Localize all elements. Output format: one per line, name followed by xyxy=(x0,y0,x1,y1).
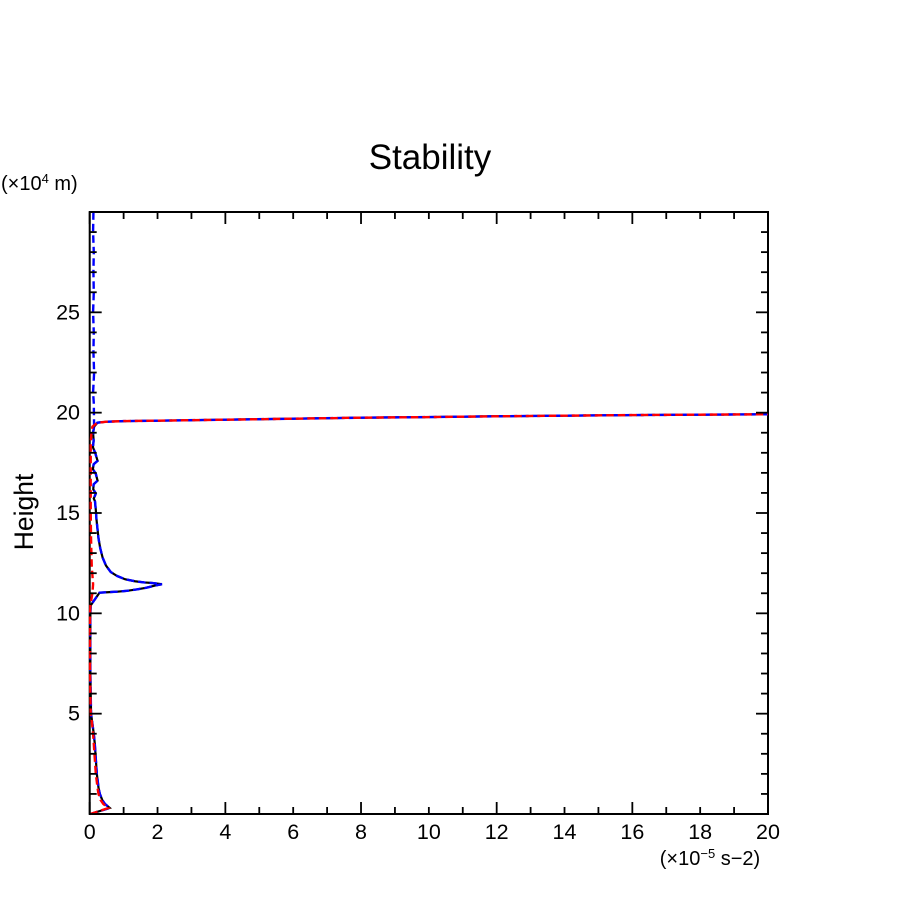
svg-text:6: 6 xyxy=(287,820,299,844)
svg-text:10: 10 xyxy=(56,601,80,625)
svg-text:10: 10 xyxy=(417,820,441,844)
svg-text:2: 2 xyxy=(152,820,164,844)
svg-text:4: 4 xyxy=(219,820,231,844)
svg-text:8: 8 xyxy=(355,820,367,844)
svg-text:0: 0 xyxy=(84,820,96,844)
svg-text:14: 14 xyxy=(553,820,577,844)
svg-text:Stability: Stability xyxy=(369,138,492,177)
svg-text:12: 12 xyxy=(485,820,509,844)
svg-text:20: 20 xyxy=(756,820,780,844)
svg-text:Height: Height xyxy=(9,473,39,550)
svg-text:16: 16 xyxy=(620,820,644,844)
svg-text:25: 25 xyxy=(56,300,80,324)
svg-text:18: 18 xyxy=(688,820,712,844)
svg-text:15: 15 xyxy=(56,501,80,525)
svg-text:20: 20 xyxy=(56,401,80,425)
svg-text:5: 5 xyxy=(68,702,80,726)
svg-text:(×104 m): (×104 m) xyxy=(1,171,78,196)
